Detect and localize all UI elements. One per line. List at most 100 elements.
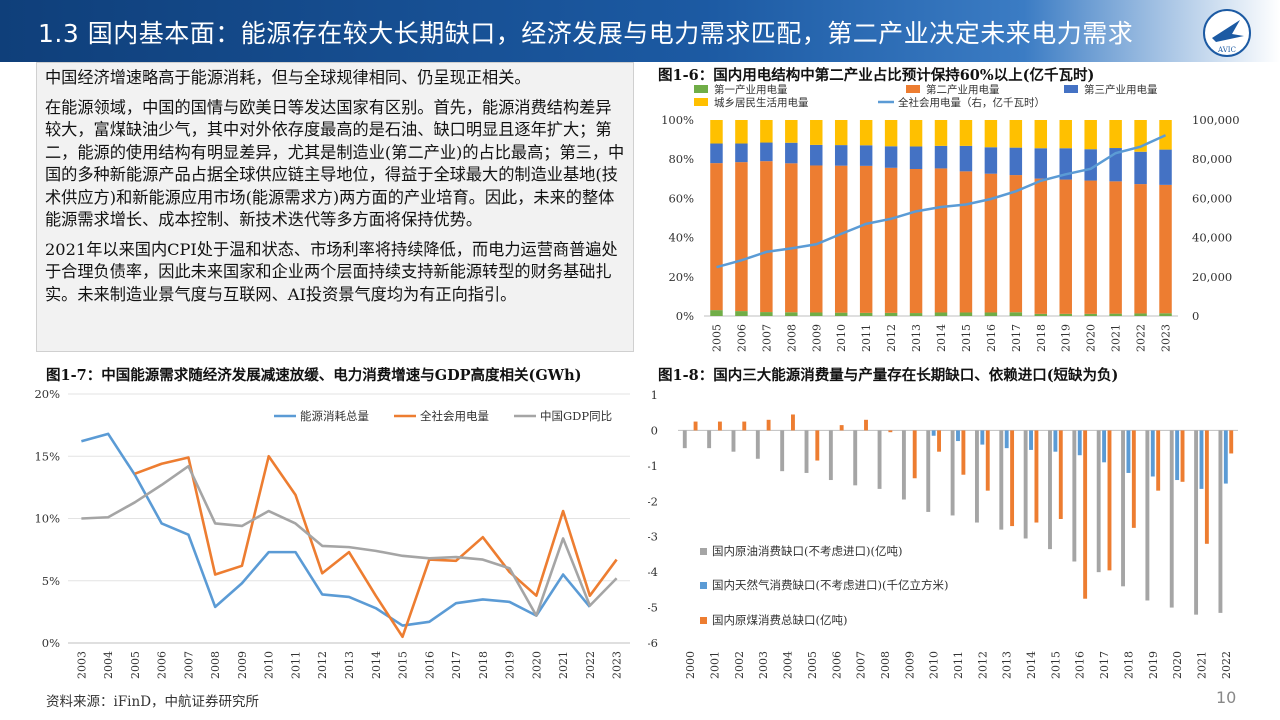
fig16-bar-segment xyxy=(1084,120,1097,150)
fig18-xtick-label: 2022 xyxy=(1220,651,1233,679)
fig17-ytick-label: 15% xyxy=(34,449,60,463)
fig16-bar-segment xyxy=(834,145,848,166)
fig18-bar xyxy=(731,430,736,452)
fig18-ytick-label: -6 xyxy=(648,636,658,650)
fig18-chart: -6 -5 -4 -3 -2 -1 0 1 2000 2001 2002 2003 2004 2005 20… xyxy=(648,388,1238,679)
fig16-y2tick-label: 20,000 xyxy=(1192,270,1232,284)
fig16-legend-label: 全社会用电量（右，亿千瓦时） xyxy=(898,96,1045,109)
fig17-xtick-label: 2019 xyxy=(504,651,517,679)
fig18-ytick-label: -5 xyxy=(648,601,658,615)
fig17-xtick-label: 2009 xyxy=(236,651,249,679)
page-number: 10 xyxy=(1216,688,1237,707)
summary-paragraph-1: 中国经济增速略高于能源消耗，但与全球规律相同、仍呈现正相关。 xyxy=(45,68,531,87)
fig18-bar xyxy=(1023,430,1028,539)
fig18-bar xyxy=(1004,430,1009,449)
fig18-bar xyxy=(742,421,747,431)
fig16-bar-segment xyxy=(1084,149,1097,181)
fig16-xtick-label: 2005 xyxy=(710,324,723,352)
fig18-bar xyxy=(717,421,722,431)
fig17-xtick-label: 2010 xyxy=(263,651,276,679)
fig18-bar xyxy=(937,430,941,452)
fig18-bar xyxy=(999,430,1004,530)
fig17-xtick-label: 2006 xyxy=(156,651,169,679)
fig16-bar-segment xyxy=(934,120,948,146)
summary-textbox: 中国经济增速略高于能源消耗，但与全球规律相同、仍呈现正相关。 在能源领域，中国的… xyxy=(36,62,634,352)
fig16-bar-segment xyxy=(1159,313,1172,316)
fig18-bar xyxy=(975,430,979,523)
fig18-bar xyxy=(1010,430,1015,527)
fig17-xtick-label: 2005 xyxy=(129,651,142,679)
fig18-bar xyxy=(1126,430,1131,473)
fig18-bar xyxy=(1107,430,1112,571)
fig17-chart: 0% 5% 10% 15% 20% 2003 2004 2005 2006 2007 2008 200… xyxy=(34,387,630,679)
fig16-bar-segment xyxy=(1059,148,1072,180)
fig18-legend-swatch xyxy=(700,617,707,624)
summary-paragraph-2: 在能源领域，中国的国情与欧美日等发达国家有区别。首先，能源消费结构差异较大，富煤… xyxy=(45,97,625,230)
fig17-legend-label: 中国GDP同比 xyxy=(540,409,612,423)
fig16-bar-segment xyxy=(984,120,998,148)
fig18-bar xyxy=(980,430,985,445)
fig18-bar xyxy=(853,430,858,486)
fig18-bar xyxy=(1072,430,1077,562)
fig16-bar-segment xyxy=(909,120,923,147)
fig16-xtick-label: 2021 xyxy=(1110,324,1123,352)
fig16-xtick-label: 2018 xyxy=(1035,324,1048,352)
fig16-bar-segment xyxy=(735,311,748,316)
fig18-bar xyxy=(888,430,893,433)
fig16-bar-segment xyxy=(735,162,748,312)
fig16-bar-segment xyxy=(760,312,773,316)
fig17-xtick-label: 2004 xyxy=(102,651,115,679)
fig16-legend-swatch xyxy=(906,85,920,93)
fig17-ytick-label: 10% xyxy=(34,512,60,526)
fig18-bar xyxy=(864,419,868,431)
fig18-xtick-label: 2008 xyxy=(879,651,892,679)
fig17-xtick-label: 2008 xyxy=(209,651,222,679)
fig16-xtick-label: 2007 xyxy=(760,324,773,352)
fig16-bar-segment xyxy=(1109,120,1122,149)
fig16-bar-segment xyxy=(859,120,873,146)
fig16-bar-segment xyxy=(959,171,973,313)
fig16-bar-segment xyxy=(909,169,923,314)
fig18-bar xyxy=(1194,430,1199,615)
fig18-xtick-label: 2007 xyxy=(855,651,868,679)
fig17-ytick-label: 5% xyxy=(42,574,60,588)
fig17-xtick-label: 2018 xyxy=(477,651,490,679)
footer-source: 资料来源：iFinD，中航证券研究所 xyxy=(46,694,260,710)
fig18-xtick-label: 2016 xyxy=(1074,651,1087,679)
fig16-xtick-label: 2017 xyxy=(1010,324,1023,352)
fig16-bar-segment xyxy=(884,167,898,313)
fig18-bar xyxy=(1102,430,1107,463)
fig16-y2tick-label: 100,000 xyxy=(1192,113,1240,127)
fig16-bar-segment xyxy=(810,312,823,316)
fig16-bar-segment xyxy=(735,120,748,144)
fig16-xtick-label: 2015 xyxy=(960,324,973,352)
fig16-bar-segment xyxy=(785,312,798,316)
fig17-series-line xyxy=(134,454,618,639)
fig18-bar xyxy=(1053,430,1058,452)
fig18-legend-label: 国内天然气消费缺口(不考虑进口)(千亿立方米) xyxy=(712,578,948,592)
fig16-ytick-label: 80% xyxy=(668,152,694,166)
fig18-legend-label: 国内原煤消费总缺口(亿吨) xyxy=(712,613,847,627)
fig16-xtick-label: 2014 xyxy=(935,324,948,352)
fig17-xtick-label: 2013 xyxy=(343,651,356,679)
fig16-bar-segment xyxy=(859,145,873,166)
fig18-bar xyxy=(1077,430,1082,456)
fig18-bar xyxy=(682,430,687,449)
fig17-series-line xyxy=(81,464,618,617)
fig16-bar-segment xyxy=(785,120,798,143)
fig17-xtick-label: 2016 xyxy=(423,651,436,679)
fig16-bar-segment xyxy=(884,312,898,316)
fig16-bar-segment xyxy=(1159,184,1172,314)
fig16-y2tick-label: 60,000 xyxy=(1192,191,1232,205)
fig16-legend-label: 第一产业用电量 xyxy=(714,84,788,96)
fig16-legend-label: 第二产业用电量 xyxy=(926,84,1000,96)
fig16-bar-segment xyxy=(760,142,773,162)
fig17-xtick-label: 2022 xyxy=(584,651,597,679)
fig16-bar-segment xyxy=(1034,148,1048,179)
fig16-bar-segment xyxy=(934,312,948,316)
fig18-ytick-label: -3 xyxy=(648,530,658,544)
fig16-bar-segment xyxy=(1084,313,1097,316)
fig18-xtick-label: 2009 xyxy=(903,651,916,679)
fig18-bar xyxy=(755,430,760,459)
fig16-bar-segment xyxy=(984,312,998,316)
